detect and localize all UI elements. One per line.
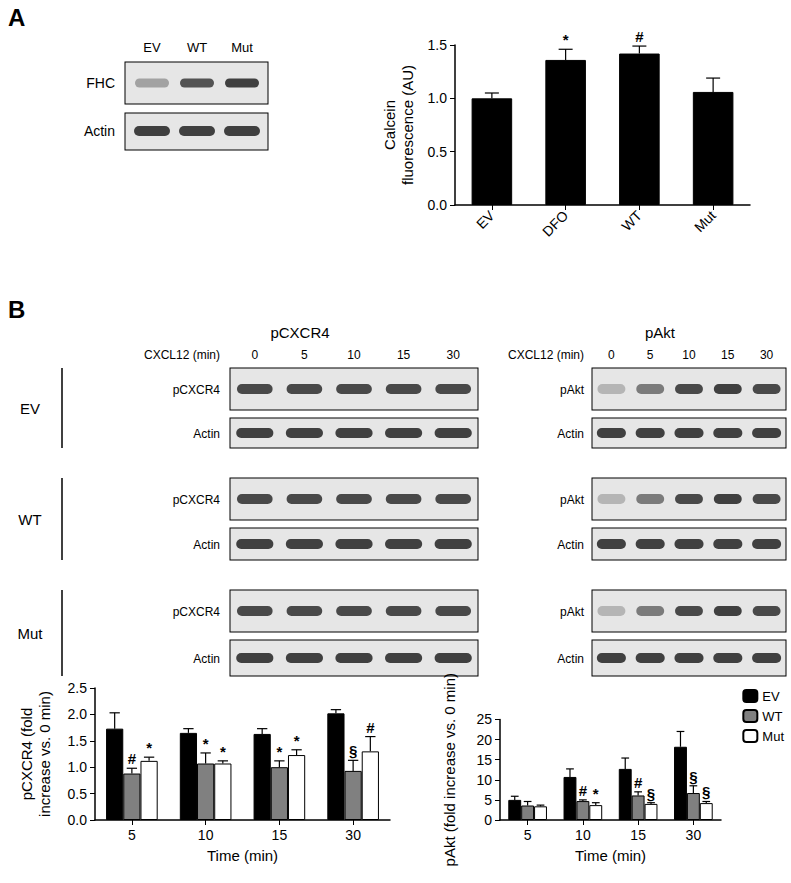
svg-text:*: * bbox=[203, 735, 209, 752]
svg-text:pCXCR4: pCXCR4 bbox=[173, 493, 221, 507]
svg-text:10: 10 bbox=[575, 827, 591, 843]
svg-text:25: 25 bbox=[476, 711, 492, 727]
svg-text:15: 15 bbox=[272, 827, 288, 843]
svg-text:Time (min): Time (min) bbox=[575, 847, 646, 864]
svg-text:5: 5 bbox=[647, 348, 654, 362]
svg-text:1.0: 1.0 bbox=[428, 90, 448, 106]
svg-text:0.5: 0.5 bbox=[428, 144, 448, 160]
svg-text:Actin: Actin bbox=[84, 123, 115, 139]
svg-text:#: # bbox=[634, 774, 643, 791]
svg-text:Actin: Actin bbox=[557, 538, 584, 552]
svg-text:*: * bbox=[276, 743, 282, 760]
svg-text:Mut: Mut bbox=[17, 625, 43, 642]
svg-text:1.5: 1.5 bbox=[428, 37, 448, 53]
svg-text:30: 30 bbox=[345, 827, 361, 843]
svg-text:§: § bbox=[647, 785, 655, 802]
svg-text:WT: WT bbox=[187, 40, 207, 55]
svg-text:*: * bbox=[294, 732, 300, 749]
svg-text:Actin: Actin bbox=[557, 652, 584, 666]
svg-text:0: 0 bbox=[251, 348, 258, 362]
svg-text:EV: EV bbox=[473, 207, 498, 232]
svg-text:pAkt: pAkt bbox=[645, 324, 676, 341]
svg-text:*: * bbox=[146, 739, 152, 756]
svg-text:DFO: DFO bbox=[539, 207, 571, 239]
svg-text:30: 30 bbox=[760, 348, 774, 362]
svg-text:#: # bbox=[128, 750, 137, 767]
svg-text:15: 15 bbox=[476, 752, 492, 768]
svg-text:pAkt (fold increase vs. 0 min): pAkt (fold increase vs. 0 min) bbox=[441, 673, 458, 866]
svg-text:pCXCR4 (fold: pCXCR4 (fold bbox=[18, 708, 35, 801]
svg-text:*: * bbox=[220, 743, 226, 760]
svg-text:2.0: 2.0 bbox=[68, 706, 88, 722]
svg-text:2.5: 2.5 bbox=[68, 680, 88, 696]
svg-text:10: 10 bbox=[347, 348, 361, 362]
svg-text:1.5: 1.5 bbox=[68, 733, 88, 749]
svg-text:0: 0 bbox=[608, 348, 615, 362]
svg-text:FHC: FHC bbox=[86, 75, 115, 91]
svg-text:15: 15 bbox=[630, 827, 646, 843]
svg-text:Time (min): Time (min) bbox=[207, 847, 278, 864]
svg-text:#: # bbox=[635, 28, 644, 45]
svg-text:30: 30 bbox=[447, 348, 461, 362]
svg-text:WT: WT bbox=[18, 511, 41, 528]
svg-text:10: 10 bbox=[682, 348, 696, 362]
svg-text:*: * bbox=[563, 31, 569, 48]
svg-text:§: § bbox=[349, 742, 357, 759]
svg-text:§: § bbox=[689, 768, 697, 785]
svg-text:20: 20 bbox=[476, 732, 492, 748]
svg-text:pAkt: pAkt bbox=[560, 493, 585, 507]
svg-text:Actin: Actin bbox=[193, 652, 220, 666]
svg-text:EV: EV bbox=[762, 689, 780, 704]
svg-text:WT: WT bbox=[762, 709, 782, 724]
svg-text:fluorescence (AU): fluorescence (AU) bbox=[399, 65, 416, 185]
svg-text:#: # bbox=[366, 719, 375, 736]
svg-text:pCXCR4: pCXCR4 bbox=[173, 383, 221, 397]
svg-text:0.0: 0.0 bbox=[428, 197, 448, 213]
svg-text:pAkt: pAkt bbox=[560, 605, 585, 619]
svg-text:pCXCR4: pCXCR4 bbox=[270, 324, 329, 341]
svg-text:30: 30 bbox=[686, 827, 702, 843]
svg-text:increase vs. 0 min): increase vs. 0 min) bbox=[36, 691, 53, 817]
svg-text:5: 5 bbox=[128, 827, 136, 843]
svg-text:15: 15 bbox=[721, 348, 735, 362]
svg-text:pCXCR4: pCXCR4 bbox=[173, 605, 221, 619]
svg-text:5: 5 bbox=[484, 792, 492, 808]
svg-text:5: 5 bbox=[301, 348, 308, 362]
svg-text:Mut: Mut bbox=[691, 207, 719, 235]
svg-text:Actin: Actin bbox=[557, 427, 584, 441]
svg-text:0.0: 0.0 bbox=[68, 812, 88, 828]
svg-text:0.5: 0.5 bbox=[68, 786, 88, 802]
svg-text:WT: WT bbox=[618, 207, 645, 234]
svg-text:CXCL12 (min): CXCL12 (min) bbox=[144, 348, 220, 362]
svg-text:1.0: 1.0 bbox=[68, 759, 88, 775]
svg-text:*: * bbox=[593, 785, 599, 802]
svg-text:B: B bbox=[8, 296, 25, 323]
svg-text:§: § bbox=[702, 783, 710, 800]
svg-text:EV: EV bbox=[143, 40, 161, 55]
svg-text:EV: EV bbox=[20, 400, 40, 417]
svg-text:Calcein: Calcein bbox=[381, 100, 398, 150]
svg-text:5: 5 bbox=[524, 827, 532, 843]
svg-text:0: 0 bbox=[484, 812, 492, 828]
svg-text:A: A bbox=[8, 4, 25, 31]
svg-text:#: # bbox=[579, 782, 588, 799]
svg-text:Actin: Actin bbox=[193, 538, 220, 552]
svg-text:Mut: Mut bbox=[231, 40, 253, 55]
svg-text:CXCL12 (min): CXCL12 (min) bbox=[508, 348, 584, 362]
svg-text:Mut: Mut bbox=[762, 729, 784, 744]
svg-text:Actin: Actin bbox=[193, 427, 220, 441]
svg-text:15: 15 bbox=[397, 348, 411, 362]
svg-text:10: 10 bbox=[476, 772, 492, 788]
svg-text:pAkt: pAkt bbox=[560, 383, 585, 397]
svg-text:10: 10 bbox=[198, 827, 214, 843]
